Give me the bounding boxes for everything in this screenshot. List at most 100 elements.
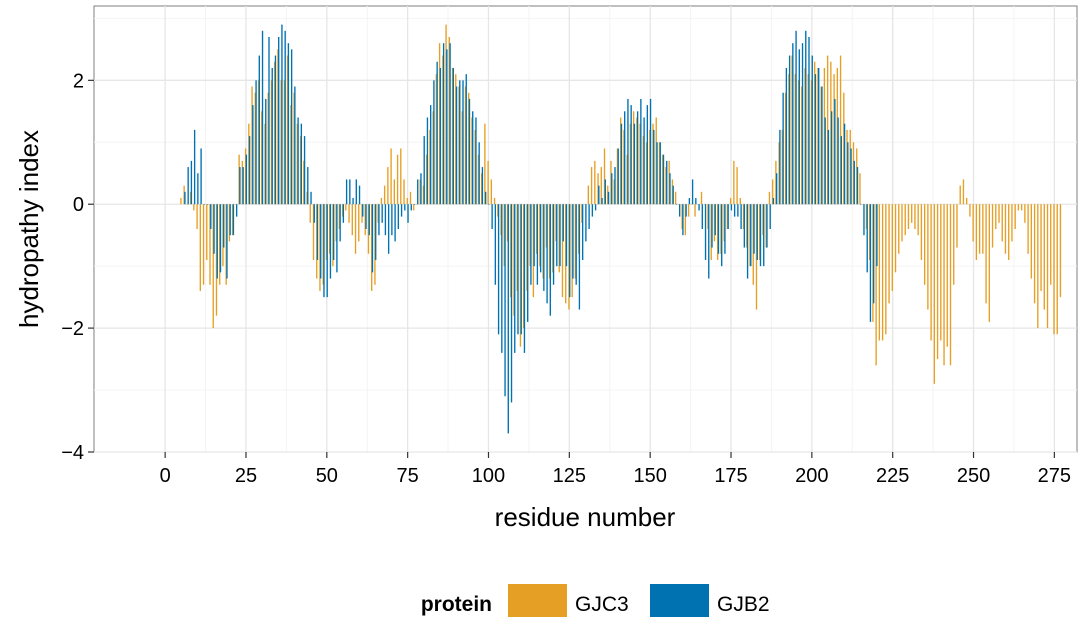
bar-gjb2 <box>556 204 558 267</box>
bar-gjc3 <box>293 92 295 205</box>
bar-gjb2 <box>666 160 668 205</box>
bar-gjb2 <box>200 148 202 205</box>
bar-gjc3 <box>438 43 441 205</box>
bar-gjc3 <box>671 179 674 205</box>
bar-gjb2 <box>316 204 319 260</box>
bar-gjb2 <box>362 204 364 217</box>
bar-gjb2 <box>649 98 652 205</box>
bar-gjb2 <box>407 204 409 223</box>
bar-gjc3 <box>416 204 418 205</box>
bar-gjb2 <box>721 204 723 267</box>
bar-gjb2 <box>811 55 813 205</box>
bar-gjb2 <box>782 92 784 205</box>
bar-gjc3 <box>852 142 855 205</box>
bar-gjb2 <box>472 111 474 205</box>
bar-gjc3 <box>810 80 813 205</box>
axes: 0 25 50 75 100 125 150 175 200 225 250 275 −4 −2 0 2 <box>61 70 1071 487</box>
bar-gjb2 <box>759 204 762 267</box>
bar-gjc3 <box>697 204 699 205</box>
bar-gjc3 <box>244 148 247 205</box>
bar-gjb2 <box>352 198 354 205</box>
bar-gjc3 <box>843 92 845 205</box>
bar-gjb2 <box>274 55 277 205</box>
bar-gjc3 <box>878 204 881 341</box>
bar-gjc3 <box>678 204 680 205</box>
bar-gjb2 <box>184 191 186 205</box>
bar-gjc3 <box>607 185 609 205</box>
bar-gjc3 <box>274 61 276 205</box>
bar-gjc3 <box>729 198 732 205</box>
bar-gjc3 <box>771 179 774 205</box>
bar-gjc3 <box>636 117 638 205</box>
bar-gjc3 <box>775 160 777 205</box>
bar-gjb2 <box>591 204 594 217</box>
bar-gjb2 <box>446 49 448 205</box>
bar-gjb2 <box>588 204 590 229</box>
bar-gjb2 <box>869 204 872 322</box>
bar-gjc3 <box>513 204 515 316</box>
bar-gjc3 <box>917 204 919 236</box>
bar-gjc3 <box>280 80 282 205</box>
bar-gjc3 <box>309 204 311 223</box>
x-axis-title: residue number <box>495 502 676 532</box>
bar-gjb2 <box>598 185 600 205</box>
bar-gjc3 <box>936 204 939 360</box>
bar-gjb2 <box>873 204 875 304</box>
bar-gjc3 <box>387 167 389 205</box>
bar-gjb2 <box>682 204 684 236</box>
bar-gjc3 <box>859 173 861 205</box>
bar-gjc3 <box>933 204 936 384</box>
bar-gjb2 <box>514 204 516 353</box>
bar-gjc3 <box>875 204 877 366</box>
bar-gjc3 <box>691 204 693 205</box>
bar-gjc3 <box>1027 204 1029 254</box>
bar-gjc3 <box>778 142 780 205</box>
bar-gjb2 <box>332 204 335 260</box>
y-tick-label: −2 <box>61 318 84 340</box>
bar-gjc3 <box>322 204 324 285</box>
bar-gjc3 <box>406 198 408 205</box>
bar-gjb2 <box>769 204 771 229</box>
bar-gjb2 <box>753 204 755 254</box>
bar-gjb2 <box>232 204 235 236</box>
bar-gjc3 <box>377 204 379 223</box>
bar-gjc3 <box>429 129 431 205</box>
bar-gjb2 <box>349 179 351 205</box>
x-tick-label: 25 <box>235 465 257 487</box>
bar-gjb2 <box>488 204 490 205</box>
bar-gjb2 <box>494 204 497 285</box>
bar-gjb2 <box>662 154 665 205</box>
bar-gjc3 <box>409 191 412 205</box>
legend-swatch-gjc3 <box>508 584 567 617</box>
bar-gjc3 <box>228 204 231 242</box>
bar-gjc3 <box>277 49 279 205</box>
bar-gjc3 <box>794 74 796 205</box>
bar-gjc3 <box>953 204 955 285</box>
bar-gjb2 <box>656 142 658 205</box>
bar-gjb2 <box>210 204 212 229</box>
bar-gjc3 <box>480 173 483 205</box>
bar-gjc3 <box>206 204 208 260</box>
bar-gjc3 <box>765 204 767 248</box>
bar-gjb2 <box>627 98 629 205</box>
bar-gjb2 <box>691 179 694 205</box>
bar-gjb2 <box>636 111 639 205</box>
bar-gjb2 <box>423 136 425 205</box>
bar-gjc3 <box>784 92 787 205</box>
bar-gjb2 <box>290 49 293 205</box>
bar-gjb2 <box>449 43 451 205</box>
bar-gjb2 <box>484 191 487 205</box>
bar-gjc3 <box>552 204 554 273</box>
bar-gjc3 <box>202 204 205 285</box>
bar-gjb2 <box>766 204 768 248</box>
bar-gjc3 <box>846 129 848 205</box>
bar-gjc3 <box>270 80 273 205</box>
bar-gjc3 <box>338 204 341 229</box>
x-tick-label: 250 <box>957 465 990 487</box>
bar-gjb2 <box>533 204 535 267</box>
bar-gjc3 <box>425 154 428 205</box>
bar-gjc3 <box>623 129 625 205</box>
bar-gjc3 <box>451 67 454 205</box>
bar-gjc3 <box>836 67 839 205</box>
